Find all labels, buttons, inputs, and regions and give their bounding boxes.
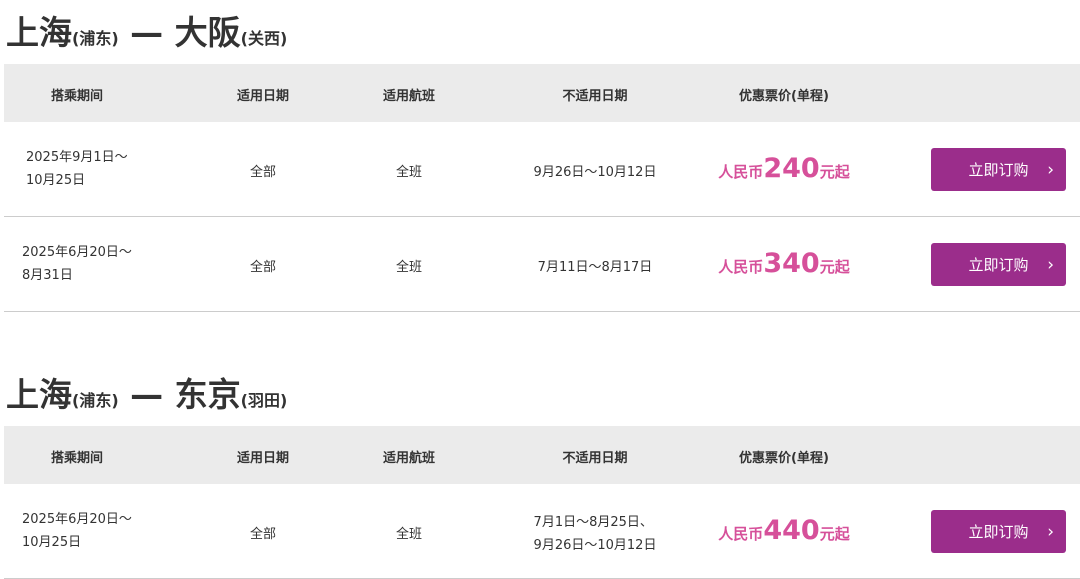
table-header: 搭乘期间 适用日期 适用航班 不适用日期 优惠票价(单程) <box>4 64 1080 122</box>
excluded-dates: 7月1日～8月25日、 9月26日～10月12日 <box>534 511 657 557</box>
column-header: 适用日期 <box>236 89 290 104</box>
column-header: 搭乘期间 <box>50 451 104 466</box>
chevron-right-icon: › <box>1047 521 1054 542</box>
period-end: 8月31日 <box>22 268 73 283</box>
column-header: 优惠票价(单程) <box>739 451 829 466</box>
route-title: 上海(浦东) — 东京(羽田) <box>6 368 287 416</box>
excluded-range: 9月26日～10月12日 <box>533 165 657 180</box>
book-now-button[interactable]: 立即订购 › <box>931 510 1066 553</box>
table-header: 搭乘期间 适用日期 适用航班 不适用日期 优惠票价(单程) <box>4 426 1080 484</box>
price-value: 240 <box>763 153 820 184</box>
destination-city: 东京 <box>174 375 241 414</box>
column-header: 优惠票价(单程) <box>739 89 829 104</box>
currency: 人民币 <box>718 163 764 181</box>
chevron-right-icon: › <box>1047 254 1054 275</box>
fare-price: 人民币440元起 <box>718 515 849 546</box>
travel-period: 2025年6月20日～ 10月25日 <box>22 508 132 554</box>
period-start: 2025年9月1日～ <box>26 150 128 165</box>
price-suffix: 元起 <box>819 163 850 181</box>
button-label: 立即订购 <box>968 523 1029 541</box>
period-end: 10月25日 <box>26 173 86 188</box>
excluded-range: 7月11日～8月17日 <box>537 260 653 275</box>
route-dash: — <box>130 13 164 52</box>
fare-price: 人民币240元起 <box>718 153 849 184</box>
column-header: 搭乘期间 <box>50 89 104 104</box>
origin-city: 上海 <box>6 375 72 414</box>
period-start: 2025年6月20日～ <box>22 245 132 260</box>
price-suffix: 元起 <box>819 258 850 276</box>
table-row: 2025年6月20日～ 10月25日 全部 全班 7月1日～8月25日、 9月26日… <box>4 484 1080 579</box>
button-label: 立即订购 <box>968 256 1029 274</box>
period-end: 10月25日 <box>22 535 82 550</box>
destination-airport: (关西) <box>240 29 288 48</box>
column-header: 不适用日期 <box>562 451 628 466</box>
table-row: 2025年6月20日～ 8月31日 全部 全班 7月11日～8月17日 人民币34… <box>4 217 1080 312</box>
destination-airport: (羽田) <box>240 391 288 410</box>
book-now-button[interactable]: 立即订购 › <box>931 148 1066 191</box>
destination-city: 大阪 <box>174 13 241 52</box>
origin-airport: (浦东) <box>72 29 119 48</box>
currency: 人民币 <box>718 525 764 543</box>
origin-airport: (浦东) <box>72 391 119 410</box>
price-value: 340 <box>763 248 820 279</box>
currency: 人民币 <box>718 258 764 276</box>
excluded-dates: 9月26日～10月12日 <box>534 161 657 184</box>
price-suffix: 元起 <box>819 525 850 543</box>
column-header: 适用日期 <box>236 451 290 466</box>
period-start: 2025年6月20日～ <box>22 512 132 527</box>
chevron-right-icon: › <box>1047 159 1054 180</box>
table-row: 2025年9月1日～ 10月25日 全部 全班 9月26日～10月12日 人民币2… <box>4 122 1080 217</box>
column-header: 适用航班 <box>382 89 436 104</box>
route-dash: — <box>130 375 164 414</box>
book-now-button[interactable]: 立即订购 › <box>931 243 1066 286</box>
column-header: 不适用日期 <box>562 89 628 104</box>
applicable-days: 全部 <box>249 260 277 275</box>
applicable-flights: 全班 <box>395 165 423 180</box>
travel-period: 2025年9月1日～ 10月25日 <box>26 146 128 192</box>
travel-period: 2025年6月20日～ 8月31日 <box>22 241 132 287</box>
applicable-days: 全部 <box>249 527 277 542</box>
applicable-flights: 全班 <box>395 527 423 542</box>
applicable-days: 全部 <box>249 165 277 180</box>
column-header: 适用航班 <box>382 451 436 466</box>
route-title: 上海(浦东) — 大阪(关西) <box>6 6 287 54</box>
fare-price: 人民币340元起 <box>718 248 849 279</box>
price-value: 440 <box>763 515 820 546</box>
excluded-range: 7月1日～8月25日、 <box>533 515 653 530</box>
excluded-range: 9月26日～10月12日 <box>533 538 657 553</box>
applicable-flights: 全班 <box>395 260 423 275</box>
excluded-dates: 7月11日～8月17日 <box>538 256 653 279</box>
button-label: 立即订购 <box>968 161 1029 179</box>
origin-city: 上海 <box>6 13 72 52</box>
